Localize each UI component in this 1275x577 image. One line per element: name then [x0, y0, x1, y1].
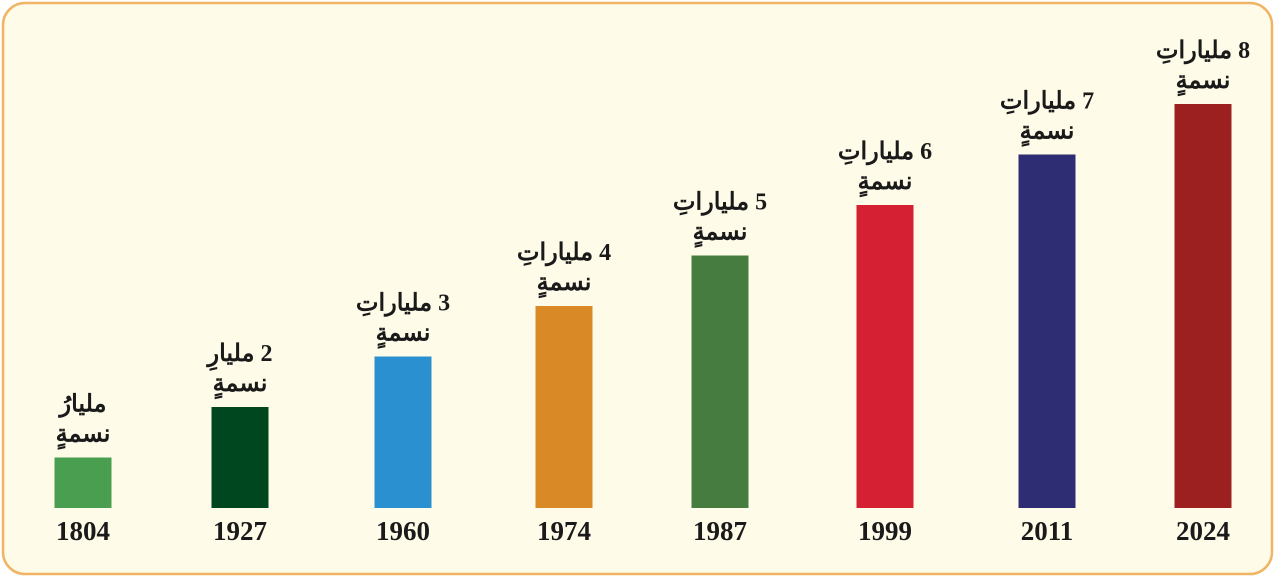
- x-tick-label: 2011: [1021, 516, 1074, 546]
- value-label: نسمةٍ: [56, 422, 111, 451]
- bar: [374, 356, 432, 508]
- value-label: نسمةٍ: [1020, 119, 1075, 148]
- bar: [535, 306, 593, 508]
- value-label: نسمةٍ: [537, 270, 592, 299]
- value-label: نسمةٍ: [858, 169, 913, 198]
- value-label: 3 ملياراتِ: [356, 291, 450, 318]
- x-tick-label: 1987: [693, 516, 747, 546]
- x-tick-label: 1999: [858, 516, 912, 546]
- bar: [691, 255, 749, 508]
- bar: [1174, 104, 1232, 508]
- value-label: نسمةٍ: [213, 371, 268, 400]
- x-tick-label: 1960: [376, 516, 430, 546]
- value-label: مليارُ: [58, 392, 107, 419]
- value-label: نسمةٍ: [1176, 68, 1231, 97]
- value-label: نسمةٍ: [376, 321, 431, 350]
- value-label: 7 ملياراتِ: [1000, 89, 1094, 116]
- value-label: 8 ملياراتِ: [1156, 38, 1250, 65]
- x-tick-label: 1927: [213, 516, 267, 546]
- bar: [211, 407, 269, 508]
- value-label: 4 ملياراتِ: [517, 240, 611, 267]
- x-tick-label: 2024: [1176, 516, 1230, 546]
- x-tick-label: 1974: [537, 516, 591, 546]
- value-label: 5 ملياراتِ: [673, 190, 767, 217]
- value-label: 2 مليارِ: [206, 341, 273, 371]
- value-label: 6 ملياراتِ: [838, 139, 932, 166]
- value-label: نسمةٍ: [693, 220, 748, 249]
- bar: [856, 205, 914, 508]
- bar: [54, 457, 112, 508]
- x-tick-label: 1804: [56, 516, 110, 546]
- bar: [1018, 154, 1076, 508]
